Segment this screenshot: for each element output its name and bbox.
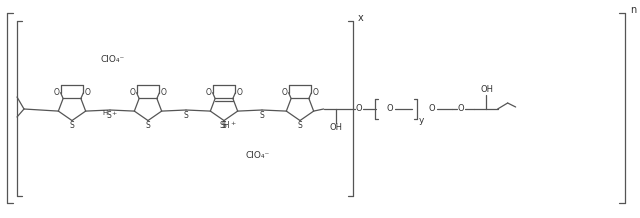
Text: O: O <box>355 104 362 114</box>
Text: +: + <box>111 111 116 116</box>
Text: ClO₄⁻: ClO₄⁻ <box>246 152 270 160</box>
Text: O: O <box>281 88 287 97</box>
Text: S: S <box>221 121 227 130</box>
Text: S: S <box>146 121 150 130</box>
Text: O: O <box>161 88 167 97</box>
Text: O: O <box>205 88 211 97</box>
Text: S: S <box>260 111 264 121</box>
Text: O: O <box>458 104 464 114</box>
Text: x: x <box>358 13 364 23</box>
Text: O: O <box>53 88 59 97</box>
Text: O: O <box>129 88 135 97</box>
Text: OH: OH <box>480 85 493 94</box>
Text: y: y <box>419 116 424 126</box>
Text: O: O <box>85 88 91 97</box>
Text: O: O <box>428 104 435 114</box>
Text: S: S <box>70 121 74 130</box>
Text: +: + <box>230 121 236 126</box>
Text: O: O <box>237 88 243 97</box>
Text: S: S <box>184 111 188 121</box>
Text: H: H <box>102 110 108 116</box>
Text: n: n <box>630 5 636 15</box>
Text: S: S <box>107 111 111 121</box>
Text: S: S <box>298 121 302 130</box>
Text: SH: SH <box>220 121 230 130</box>
Text: OH: OH <box>329 124 342 133</box>
Text: O: O <box>387 104 393 114</box>
Text: ClO₄⁻: ClO₄⁻ <box>101 56 125 65</box>
Text: O: O <box>313 88 319 97</box>
